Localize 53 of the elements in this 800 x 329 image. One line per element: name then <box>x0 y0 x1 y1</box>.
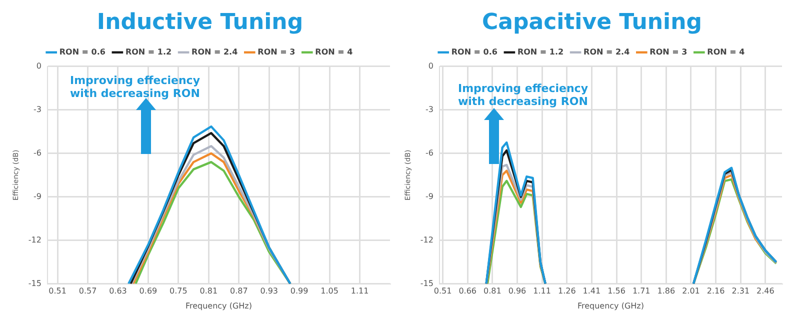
x-tick-label: 1.41 <box>582 286 601 296</box>
annotation: Improving effeciency with decreasing RON <box>70 74 201 100</box>
x-tick-label: 0.96 <box>508 286 526 296</box>
y-tick-label: -12 <box>420 235 434 244</box>
legend-label: RON = 3 <box>650 47 688 56</box>
x-axis-title: Frequency (GHz) <box>185 301 252 310</box>
x-tick-label: 1.05 <box>320 286 338 296</box>
legend-label: RON = 2.4 <box>584 47 630 56</box>
x-tick-label: 0.51 <box>434 286 452 296</box>
legend-label: RON = 0.6 <box>451 47 498 56</box>
x-tick-label: 0.63 <box>109 286 127 296</box>
legend-label: RON = 0.6 <box>59 47 106 56</box>
x-tick-label: 0.87 <box>230 286 248 296</box>
y-tick-label: -3 <box>33 104 42 114</box>
x-axis-title: Frequency (GHz) <box>577 301 644 310</box>
y-tick-label: -9 <box>33 192 42 201</box>
x-tick-label: 1.11 <box>350 286 369 296</box>
x-tick-label: 0.69 <box>139 286 158 296</box>
x-tick-label: 0.81 <box>484 286 502 296</box>
x-tick-label: 1.71 <box>632 286 650 296</box>
x-tick-label: 0.57 <box>78 286 97 296</box>
x-tick-label: 0.81 <box>200 286 218 296</box>
y-tick-label: -6 <box>425 148 434 158</box>
annotation: Improving effeciency with decreasing RON <box>458 82 589 108</box>
legend-label: RON = 3 <box>258 47 296 56</box>
x-tick-label: 2.16 <box>706 286 725 296</box>
legend-label: RON = 2.4 <box>192 47 238 56</box>
y-tick-label: 0 <box>36 61 42 70</box>
y-tick-label: -12 <box>28 235 42 244</box>
x-tick-label: 1.26 <box>558 286 576 296</box>
x-tick-label: 1.56 <box>608 286 626 296</box>
legend-label: RON = 4 <box>315 47 354 56</box>
legend-label: RON = 1.2 <box>125 47 172 56</box>
y-tick-label: -15 <box>28 278 42 288</box>
x-tick-label: 0.66 <box>458 286 477 296</box>
x-tick-label: 0.51 <box>48 286 66 296</box>
x-tick-label: 0.99 <box>290 286 308 296</box>
x-tick-label: 2.46 <box>756 286 774 296</box>
x-tick-label: 0.75 <box>170 286 188 296</box>
x-tick-label: 1.11 <box>533 286 551 296</box>
x-tick-label: 1.86 <box>657 286 676 296</box>
chart-title: Capacitive Tuning <box>482 10 702 35</box>
chart-title: Inductive Tuning <box>96 10 304 35</box>
legend-label: RON = 1.2 <box>517 47 564 56</box>
legend-label: RON = 4 <box>707 47 746 56</box>
y-tick-label: -6 <box>33 148 42 158</box>
y-tick-label: -9 <box>425 192 434 201</box>
y-tick-label: 0 <box>428 61 434 70</box>
x-tick-label: 2.31 <box>732 286 750 296</box>
y-tick-label: -3 <box>425 104 434 114</box>
x-tick-label: 2.01 <box>682 286 700 296</box>
y-tick-label: -15 <box>420 278 434 288</box>
x-tick-label: 0.93 <box>260 286 278 296</box>
